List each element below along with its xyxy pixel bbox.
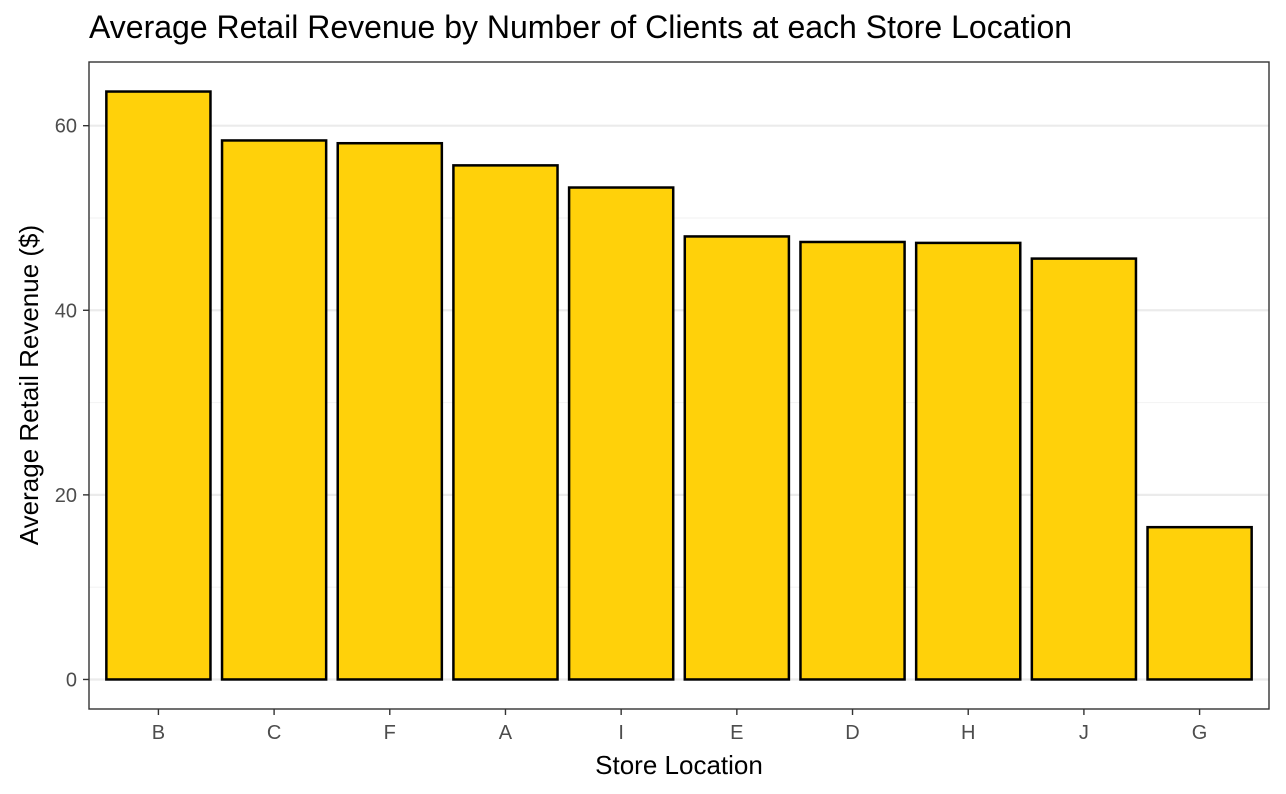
bar-D <box>799 240 906 681</box>
y-axis-title: Average Retail Revenue ($) <box>14 225 44 545</box>
x-axis-title: Store Location <box>595 750 763 780</box>
y-axis: 0 20 40 60 <box>55 116 89 691</box>
x-tick-label: G <box>1192 722 1208 744</box>
x-tick-label: A <box>499 722 513 744</box>
bar-G <box>1146 525 1253 681</box>
bar-B <box>105 90 212 681</box>
panel-border <box>88 61 1270 710</box>
bar-H <box>914 241 1022 681</box>
chart-title: Average Retail Revenue by Number of Clie… <box>89 9 1072 45</box>
x-tick-label: I <box>618 722 624 744</box>
x-tick-label: E <box>730 722 743 744</box>
x-tick-label: H <box>961 722 975 744</box>
bar-A <box>452 164 559 681</box>
x-tick-label: J <box>1079 722 1089 744</box>
bar-J <box>1030 257 1138 681</box>
x-tick-label: C <box>267 722 281 744</box>
bar-F <box>336 141 444 681</box>
bars <box>105 90 1253 681</box>
y-tick-label: 20 <box>55 485 77 507</box>
y-tick-label: 0 <box>66 669 77 691</box>
y-tick-label: 60 <box>55 116 77 138</box>
bar-E <box>683 235 791 681</box>
bar-C <box>220 139 328 681</box>
y-tick-label: 40 <box>55 300 77 322</box>
x-tick-label: D <box>845 722 859 744</box>
x-tick-label: F <box>384 722 396 744</box>
x-tick-label: B <box>152 722 165 744</box>
bar-I <box>567 186 675 681</box>
